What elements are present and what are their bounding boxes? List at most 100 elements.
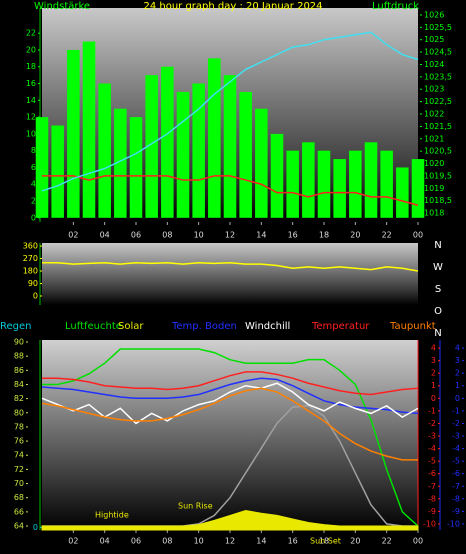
y3-tick-label: -1 [452,406,460,415]
x-tick-label: 00 [413,231,423,240]
y-tick-label: 20 [26,45,36,54]
y-tick-label: 12 [26,113,36,122]
y-tick-label: 6 [31,163,36,172]
y-tick-label: 74 [14,451,24,460]
annotation: Sun Rise [178,502,213,511]
bar [176,91,190,218]
y-tick-label: 88 [14,352,24,361]
x-tick-label: 16 [288,537,298,546]
y3-tick-label: -3 [452,432,460,441]
bar [129,117,143,218]
legend-label: Temperatur [311,321,370,332]
x-tick-label: 08 [162,537,172,546]
x-tick-label: 18 [319,231,329,240]
y2-tick-label: 1025,5 [424,23,452,32]
annotation: Hightide [95,511,129,520]
y-tick-label: 10 [26,129,36,138]
line [42,261,419,272]
x-tick-label: 14 [256,537,266,546]
x-tick-label: 10 [194,231,204,240]
y-tick-label: 360 [23,242,38,251]
y2-tick-label: -1 [428,406,436,415]
y2-tick-label: 1020,5 [424,147,452,156]
y2-tick-label: 1 [431,381,436,390]
y2-tick-label: -7 [428,482,436,491]
y2-tick-label: -2 [428,419,436,428]
y-tick-label: 4 [31,180,36,189]
y2-tick-label: 1024 [424,60,444,69]
bar [364,142,378,218]
y3-tick-label: -5 [452,457,460,466]
chart-title: 24 hour graph day : 20 Januar 2024 [143,1,322,12]
bar [223,75,237,218]
bar [270,133,284,218]
legend-label: Luftfeuchte [65,321,122,332]
y-tick-label: 66 [14,507,24,516]
y2-tick-label: 1020 [424,159,444,168]
y2-tick-label: 1025 [424,35,444,44]
y-tick-label: 70 [14,479,24,488]
legend-label: Solar [118,321,144,332]
y-tick-label: 8 [31,146,36,155]
y-tick-label: 180 [23,267,38,276]
y2-tick-label: 1023,5 [424,72,452,81]
x-tick-label: 02 [68,537,78,546]
y2-tick-label: 1018,5 [424,196,452,205]
y-tick-label: 90 [28,279,38,288]
y2-tick-label: 1019 [424,184,444,193]
x-tick-label: 20 [350,231,360,240]
line [42,371,419,396]
y2-axis-title: Luftdruck [372,1,419,12]
y2-tick-label: 1021,5 [424,122,452,131]
bar [145,75,158,218]
x-tick-label: 22 [382,537,392,546]
y3-tick-label: 0 [455,394,460,403]
line [41,387,418,461]
y-tick-label: 68 [14,493,24,502]
y3-tick-label: 4 [455,344,460,353]
bar [396,167,409,218]
compass-label: S [435,284,441,295]
y2-tick-label: 3 [431,356,436,365]
bar [317,150,331,218]
y2-tick-label: 1022 [424,110,444,119]
bar [51,125,64,218]
x-tick-label: 02 [68,231,78,240]
y3-tick-label: 2 [455,369,460,378]
bar [333,159,346,218]
area [41,509,419,531]
y3-tick-label: -4 [452,444,460,453]
x-tick-label: 12 [225,537,235,546]
compass-label: N [434,240,441,251]
y3-tick-label: -10 [447,519,460,528]
y2-tick-label: 2 [431,369,436,378]
y2-tick-label: 1018 [424,209,444,218]
y2-tick-label: 1026 [424,10,444,19]
legend-label: Taupunkt [389,321,436,332]
x-tick-label: 06 [131,231,141,240]
line [41,31,419,192]
y-tick-label: 2 [31,197,36,206]
y-tick-label: 18 [26,62,36,71]
y-axis-title: Windstärke [34,1,90,12]
y3-tick-label: -7 [452,482,460,491]
y2-tick-label: -3 [428,432,436,441]
line [42,348,419,527]
y-tick-label: 0 [31,213,36,222]
y3-tick-label: -6 [452,469,460,478]
x-tick-label: 08 [162,231,172,240]
y2-tick-label: -10 [423,519,436,528]
y2-tick-label: 4 [431,344,436,353]
line [42,175,419,206]
compass-label: O [434,306,442,317]
y2-tick-label: 1019,5 [424,171,452,180]
y3-tick-label: -8 [452,494,460,503]
bar [161,66,174,218]
y-tick-label: 82 [14,394,24,403]
bar [286,150,299,218]
y2-tick-label: 1023 [424,85,444,94]
plot-area [42,243,418,305]
x-tick-label: 22 [382,231,392,240]
